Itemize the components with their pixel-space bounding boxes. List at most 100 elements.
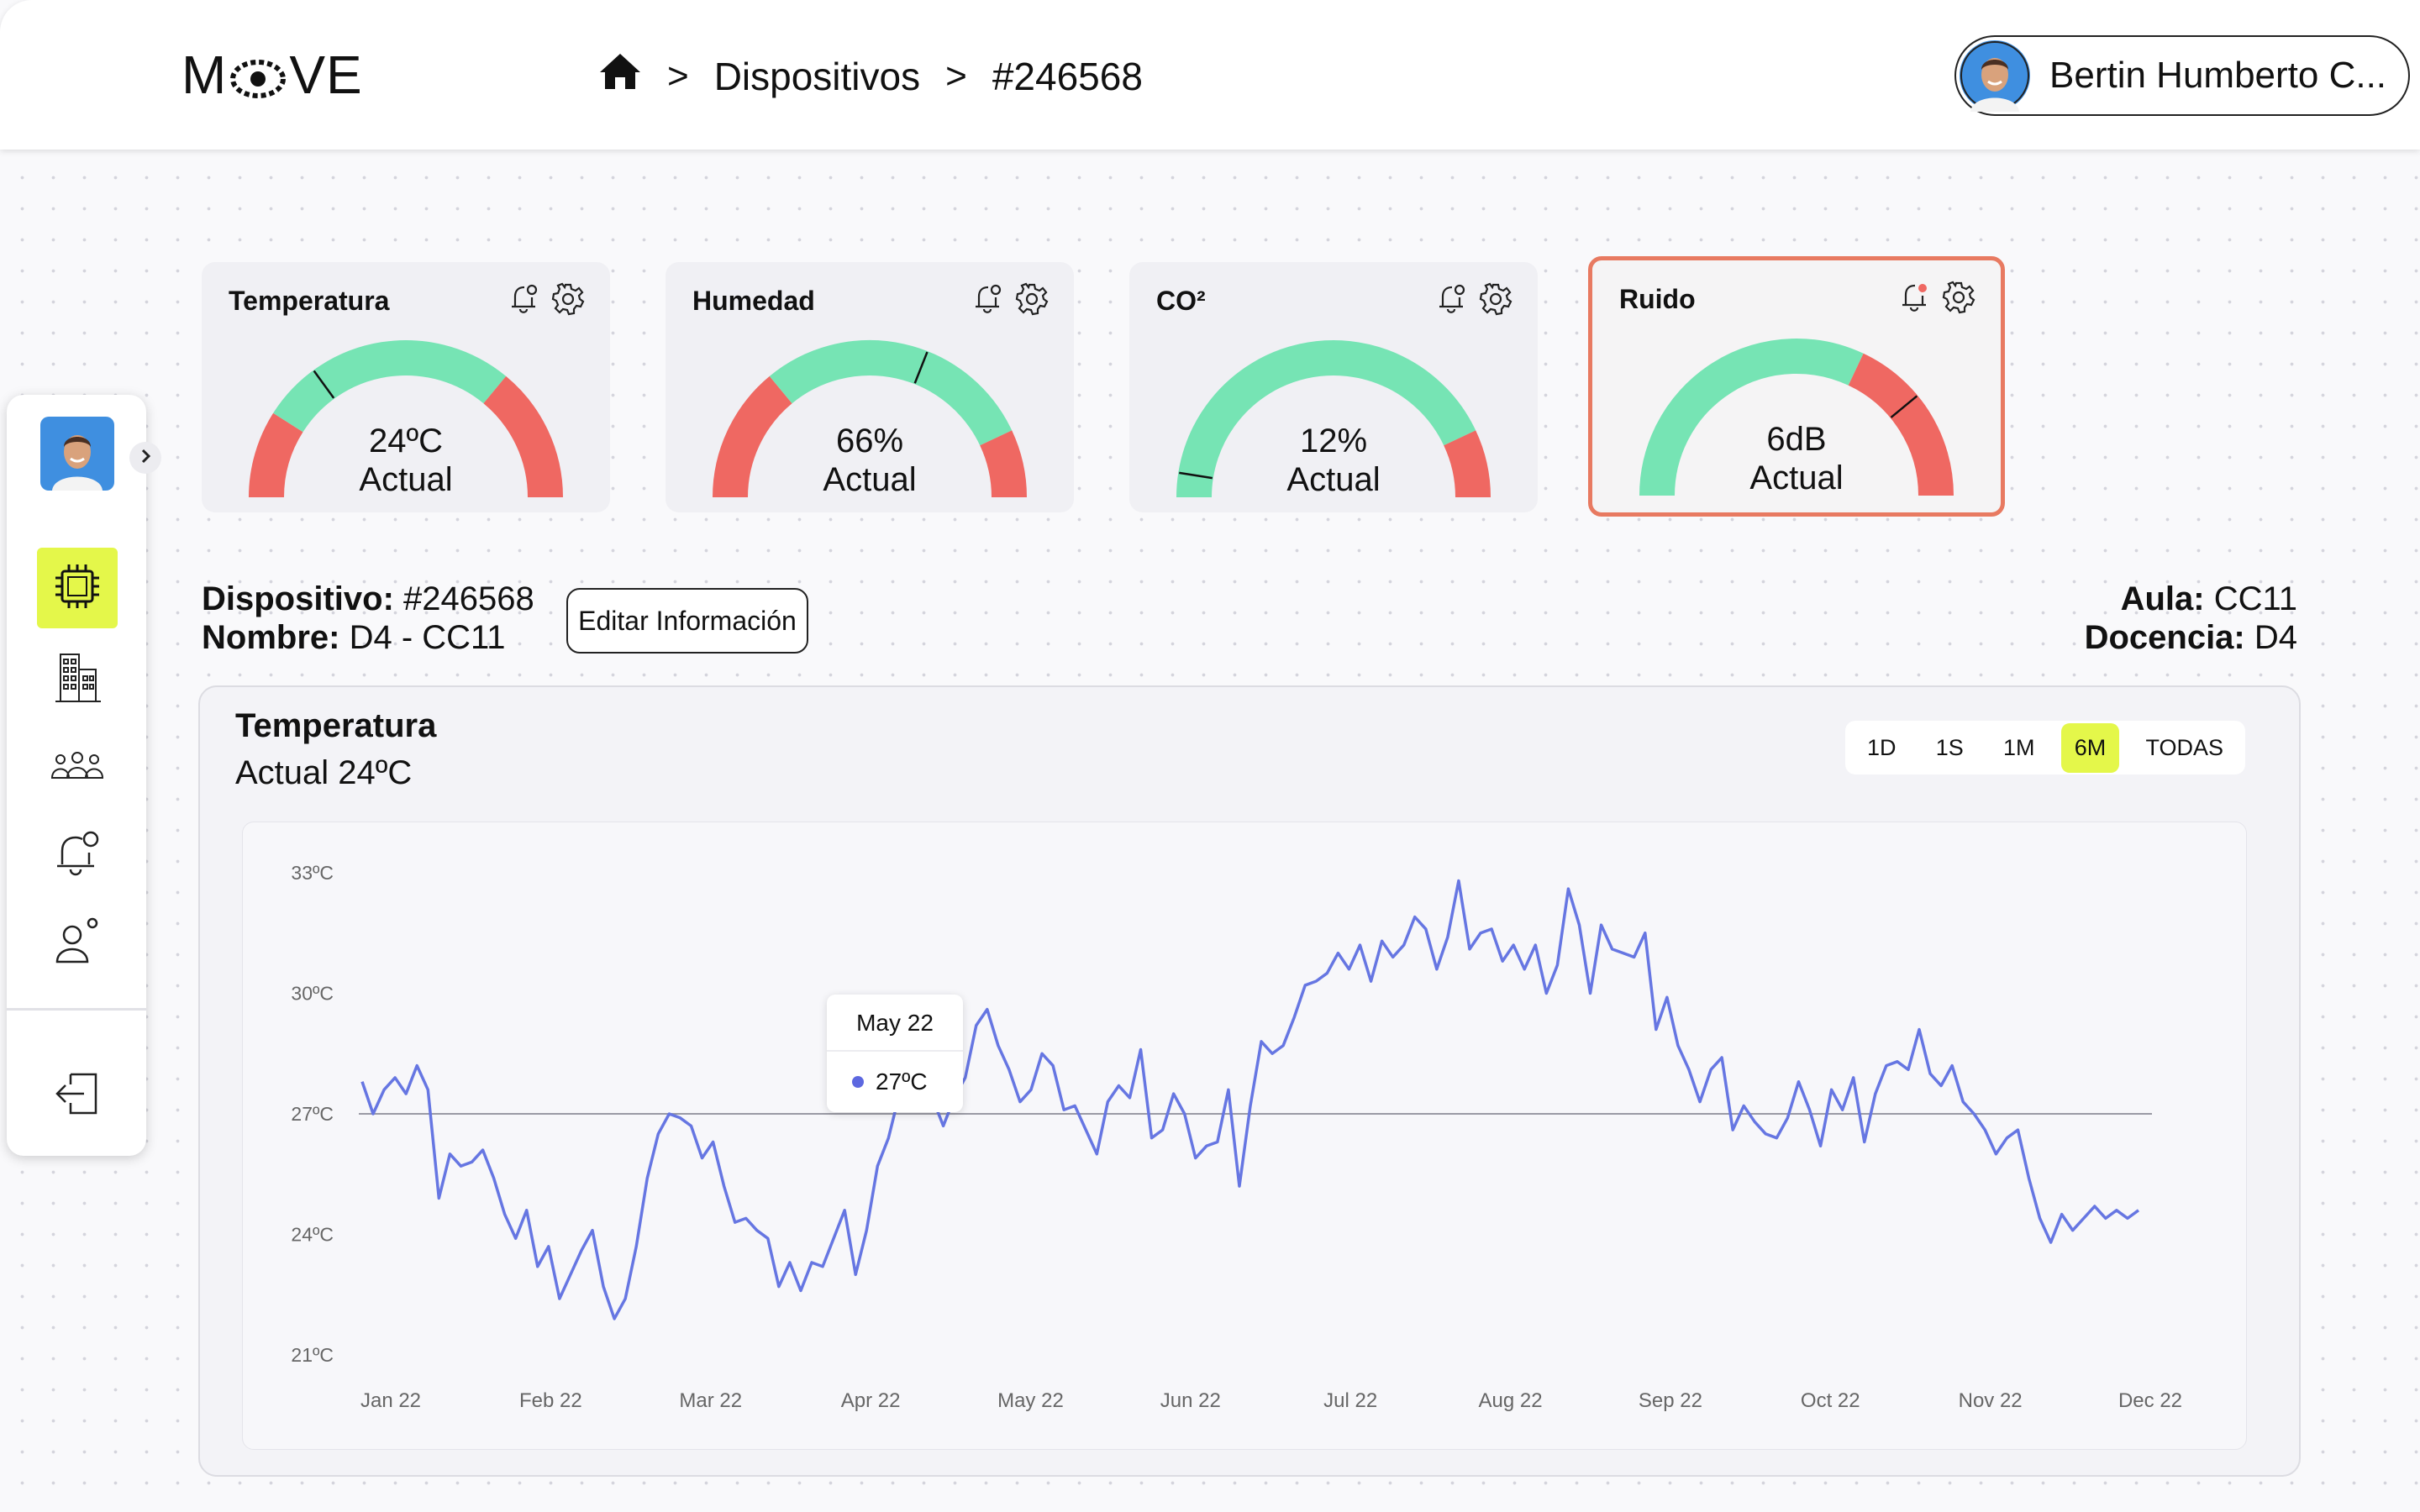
- gear-icon[interactable]: [1479, 282, 1512, 320]
- avatar: [1959, 39, 2031, 112]
- device-id-value: #246568: [393, 580, 534, 617]
- user-gear-icon: [52, 915, 103, 971]
- bell-settings-icon[interactable]: [1437, 282, 1467, 320]
- chart-title: Temperatura: [235, 707, 437, 744]
- breadcrumb-separator-icon: >: [667, 55, 689, 97]
- gauge-title: Temperatura: [229, 286, 390, 316]
- sidebar-avatar[interactable]: [40, 417, 114, 491]
- gauge-caption: Actual: [359, 461, 453, 498]
- gauge-card-ruido: Ruido 6dB Actual: [1588, 256, 2005, 517]
- gauge-high-band: [1848, 353, 1954, 496]
- sidebar-item-alerts[interactable]: [37, 815, 118, 895]
- tooltip-value: 27ºC: [876, 1068, 928, 1095]
- range-selector: 1D 1S 1M 6M TODAS: [1845, 721, 2245, 774]
- sidebar-item-user-settings[interactable]: [37, 902, 118, 983]
- gear-icon[interactable]: [551, 282, 585, 320]
- gauge-needle: [1890, 395, 1918, 418]
- range-6m[interactable]: 6M: [2060, 722, 2120, 773]
- y-tick-label: 21ºC: [291, 1344, 334, 1366]
- gauge-low-band: [249, 412, 303, 498]
- range-todas[interactable]: TODAS: [2145, 734, 2223, 760]
- tooltip-divider: [827, 1050, 963, 1052]
- bell-settings-icon[interactable]: [973, 282, 1003, 320]
- sidebar-item-buildings[interactable]: [37, 638, 118, 719]
- range-1d[interactable]: 1D: [1867, 734, 1897, 760]
- gauge-needle: [1179, 471, 1213, 480]
- gauge-ok-band: [1176, 340, 1476, 498]
- device-id-label: Dispositivo:: [202, 580, 394, 617]
- temperature-line-chart[interactable]: 33ºC 30ºC 27ºC 24ºC 21ºC Jan 22 Feb 22 Mar 22 Ap…: [243, 822, 2246, 1449]
- logo-text-end: VE: [289, 45, 363, 105]
- plot-area: 33ºC 30ºC 27ºC 24ºC 21ºC Jan 22 Feb 22 Mar 22 Ap…: [242, 822, 2247, 1450]
- breadcrumb-separator-icon: >: [945, 55, 967, 97]
- bell-settings-icon: [52, 827, 103, 884]
- aula-value: CC11: [2204, 580, 2297, 617]
- chevron-right-icon: [137, 448, 154, 469]
- breadcrumb: > Dispositivos > #246568: [598, 52, 1143, 100]
- device-name-label: Nombre:: [202, 619, 340, 656]
- gauge-card-humedad: Humedad 66% Actual: [666, 262, 1074, 512]
- gear-icon[interactable]: [1942, 281, 1975, 318]
- move-logo[interactable]: M VE: [182, 44, 363, 106]
- sidebar-expand-button[interactable]: [129, 442, 161, 474]
- gauge-dial: [713, 340, 1027, 498]
- chart-tooltip: May 22 27ºC: [827, 995, 963, 1112]
- gauge-dial: [1639, 339, 1954, 496]
- gauge-caption: Actual: [1749, 459, 1844, 496]
- gauge-dial: [249, 340, 563, 498]
- gauge-high-band: [1443, 430, 1491, 498]
- x-tick-label: Sep 22: [1639, 1389, 1702, 1412]
- gauge-needle: [313, 370, 335, 399]
- home-icon[interactable]: [598, 52, 642, 100]
- range-1m[interactable]: 1M: [2002, 734, 2035, 760]
- temperature-series-line[interactable]: [360, 879, 2140, 1320]
- range-1s[interactable]: 1S: [1935, 734, 1964, 760]
- aula-label: Aula:: [2120, 580, 2205, 617]
- sidebar: [7, 395, 146, 1156]
- device-id-row: Dispositivo: #246568: [202, 580, 534, 618]
- gauge-value: 6dB: [1766, 421, 1827, 458]
- gauge-reading: 24ºC Actual: [202, 422, 610, 499]
- y-tick-label: 27ºC: [291, 1103, 334, 1125]
- breadcrumb-devices[interactable]: Dispositivos: [713, 54, 921, 98]
- edit-info-button[interactable]: Editar Información: [566, 588, 808, 654]
- bell-settings-icon[interactable]: [509, 282, 539, 320]
- tooltip-value-row: 27ºC: [852, 1068, 928, 1095]
- user-menu-button[interactable]: Bertin Humberto C...: [1954, 35, 2410, 116]
- gauge-card-co2: CO² 12% Actual: [1129, 262, 1538, 512]
- gauge-needle: [913, 351, 929, 384]
- chart-subtitle: Actual 24ºC: [235, 754, 413, 791]
- users-group-icon: [50, 749, 104, 787]
- sidebar-item-users[interactable]: [37, 727, 118, 808]
- logo-text-start: M: [182, 45, 228, 105]
- gauge-title: Ruido: [1619, 284, 1696, 314]
- location-info: Aula: CC11 Docencia: D4: [2085, 580, 2297, 657]
- x-tick-label: Dec 22: [2118, 1389, 2182, 1412]
- gauge-ok-band: [769, 340, 1013, 446]
- gauge-low-band: [713, 375, 792, 498]
- gauge-value: 66%: [835, 423, 904, 459]
- gauge-caption: Actual: [823, 461, 917, 498]
- bell-alert-icon[interactable]: [1900, 281, 1930, 318]
- gauge-title: CO²: [1156, 286, 1206, 316]
- x-tick-label: Jul 22: [1323, 1389, 1377, 1412]
- x-tick-label: Aug 22: [1479, 1389, 1543, 1412]
- gauge-high-band: [979, 430, 1027, 498]
- x-tick-label: Apr 22: [841, 1389, 901, 1412]
- logout-icon: [52, 1069, 103, 1122]
- gauge-title: Humedad: [692, 286, 815, 316]
- sidebar-item-devices[interactable]: [37, 548, 118, 628]
- x-tick-label: May 22: [997, 1389, 1064, 1412]
- gauge-ok-band: [273, 340, 507, 433]
- x-tick-label: Mar 22: [679, 1389, 742, 1412]
- gear-icon[interactable]: [1015, 282, 1049, 320]
- logout-button[interactable]: [37, 1055, 118, 1136]
- breadcrumb-device-id: #246568: [992, 54, 1143, 98]
- y-tick-label: 30ºC: [291, 983, 334, 1005]
- gauge-value: 24ºC: [369, 423, 443, 459]
- device-info: Dispositivo: #246568 Nombre: D4 - CC11: [202, 580, 534, 657]
- x-tick-label: Nov 22: [1959, 1389, 2023, 1412]
- gauge-card-temperatura: Temperatura 24ºC Actual: [202, 262, 610, 512]
- docencia-value: D4: [2244, 619, 2297, 656]
- docencia-label: Docencia:: [2084, 619, 2245, 656]
